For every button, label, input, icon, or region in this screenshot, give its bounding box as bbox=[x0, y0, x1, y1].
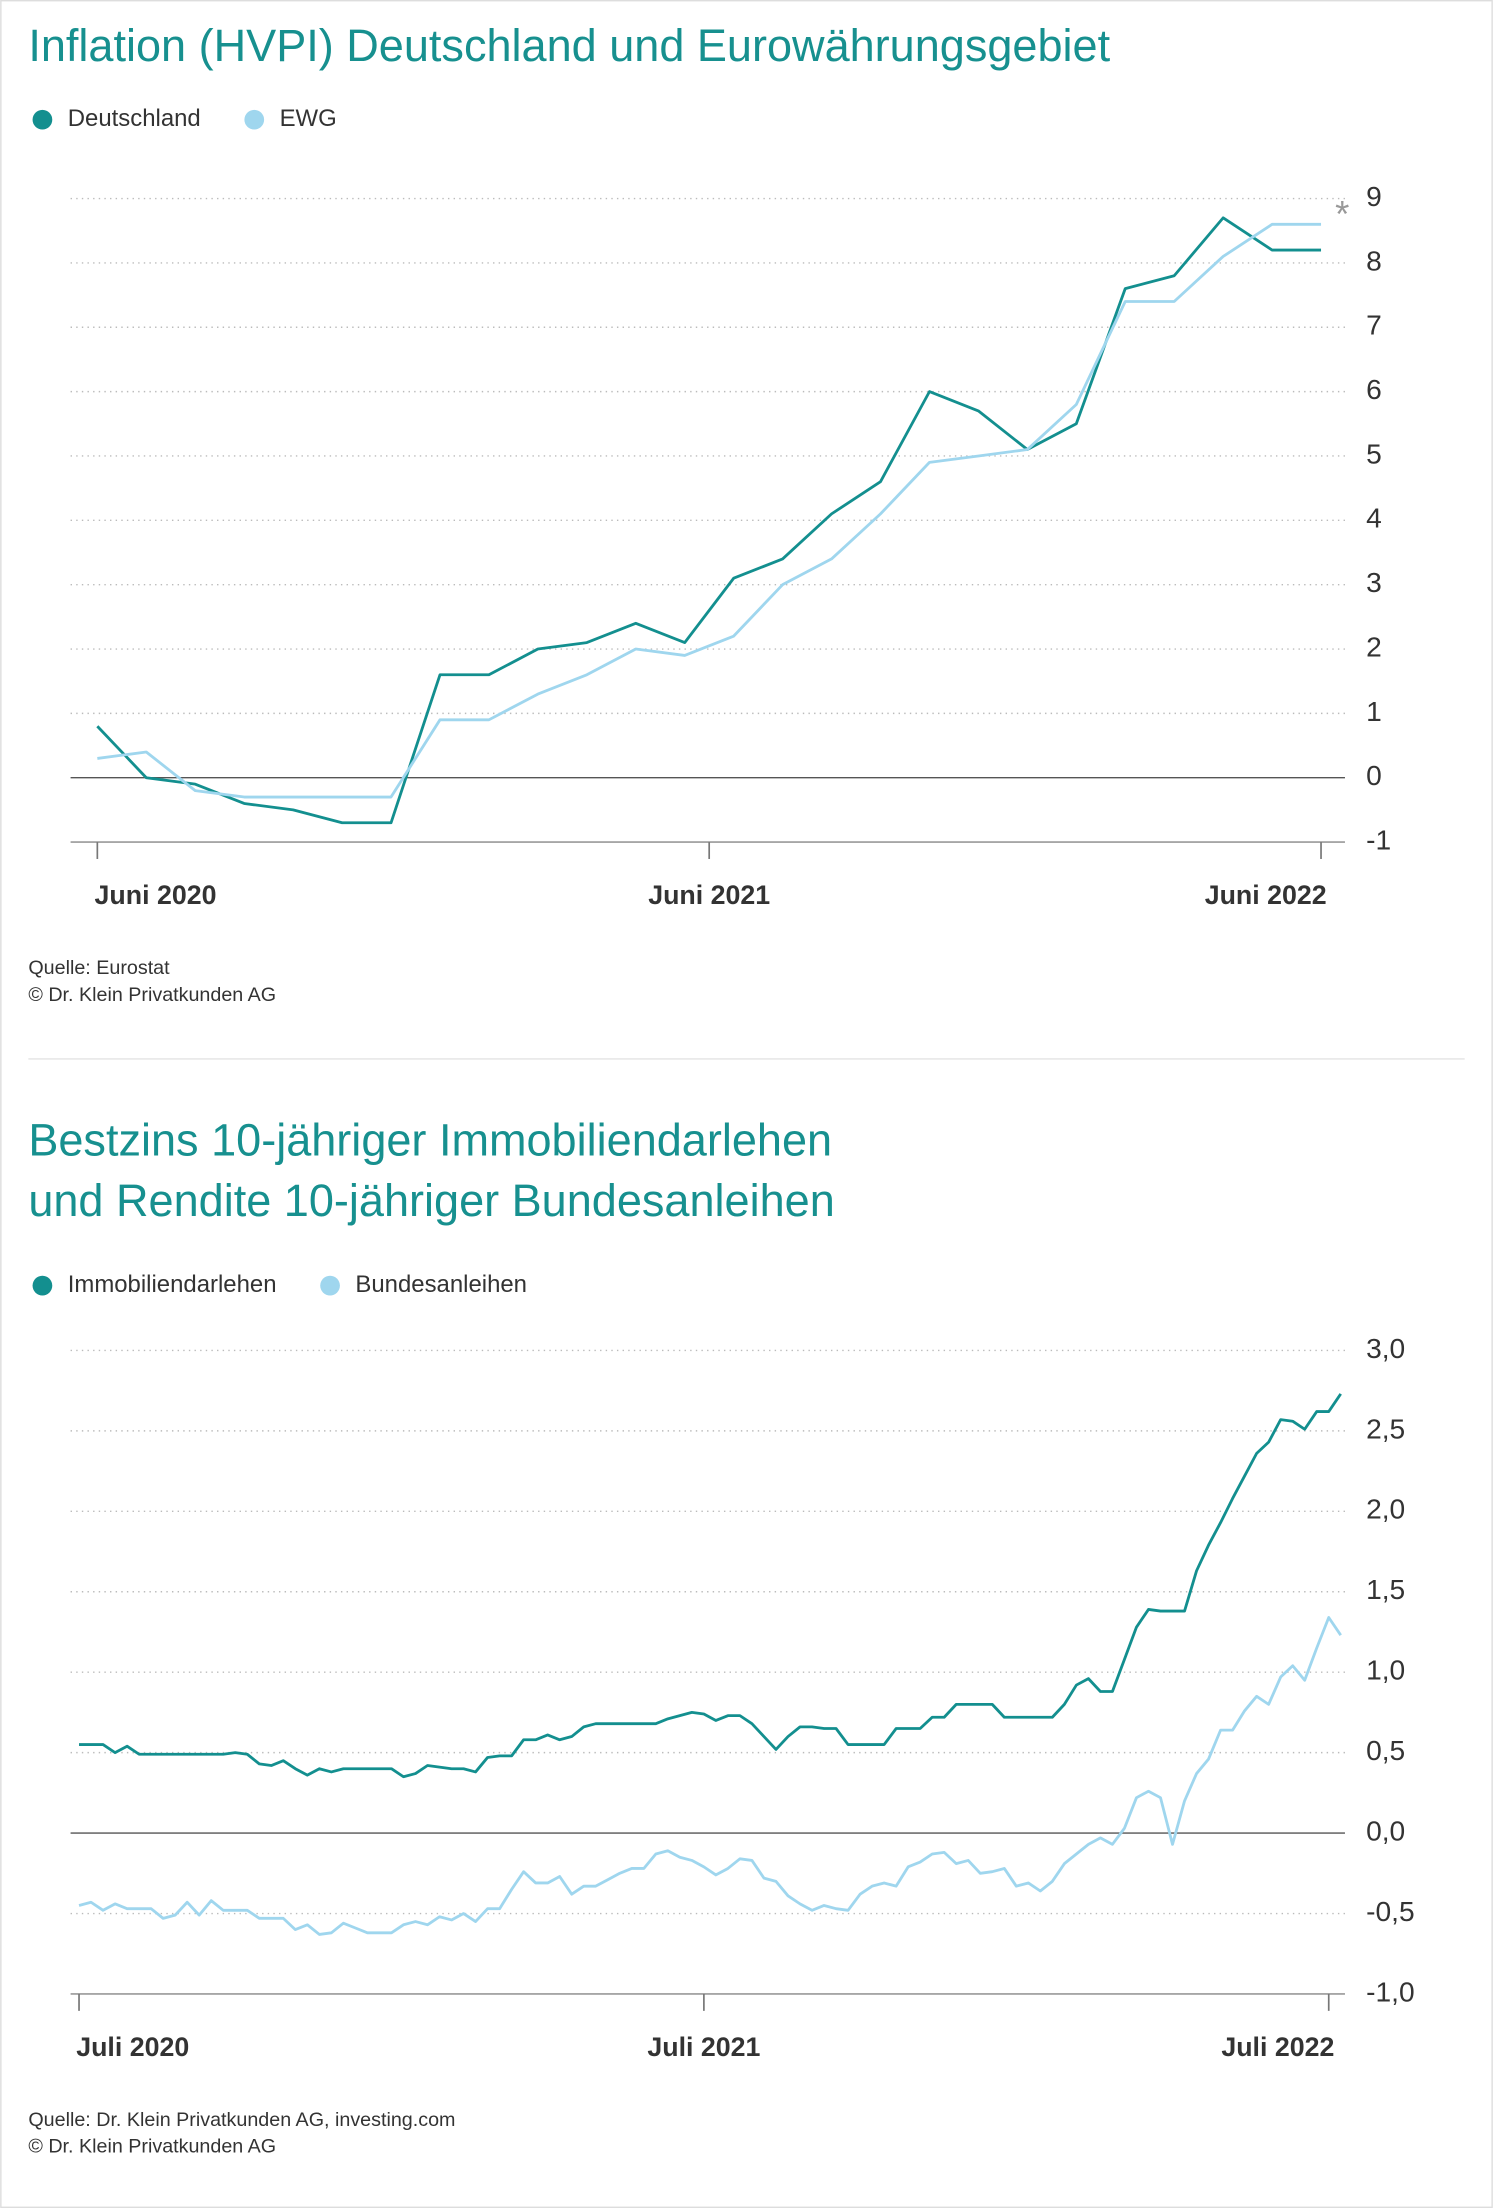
legend-marker bbox=[244, 109, 265, 130]
y-tick-label: 0 bbox=[1366, 760, 1382, 791]
y-tick-label: 0,5 bbox=[1366, 1735, 1405, 1766]
legend-marker bbox=[32, 1275, 53, 1296]
chart-title: und Rendite 10-jähriger Bundesanleihen bbox=[28, 1175, 834, 1226]
y-tick-label: -1,0 bbox=[1366, 1976, 1415, 2007]
y-tick-label: -1 bbox=[1366, 825, 1391, 856]
source: Quelle: Dr. Klein Privatkunden AG, inves… bbox=[28, 2109, 455, 2131]
x-tick-label: Juni 2020 bbox=[95, 880, 217, 910]
x-tick-label: Juli 2020 bbox=[76, 2032, 189, 2062]
y-tick-label: 3 bbox=[1366, 567, 1382, 598]
y-tick-label: 1 bbox=[1366, 696, 1382, 727]
chart-title: Bestzins 10-jähriger Immobiliendarlehen bbox=[28, 1114, 832, 1165]
y-tick-label: 5 bbox=[1366, 438, 1382, 469]
x-tick-label: Juni 2021 bbox=[648, 880, 770, 910]
y-tick-label: 8 bbox=[1366, 245, 1382, 276]
legend-label: Immobiliendarlehen bbox=[68, 1271, 277, 1298]
y-tick-label: 2,5 bbox=[1366, 1413, 1405, 1444]
annotation: * bbox=[1335, 194, 1349, 235]
series-line bbox=[79, 1393, 1342, 1779]
y-tick-label: 3,0 bbox=[1366, 1333, 1405, 1364]
source: © Dr. Klein Privatkunden AG bbox=[28, 984, 276, 1006]
legend-label: EWG bbox=[280, 105, 337, 132]
y-tick-label: 1,0 bbox=[1366, 1655, 1405, 1686]
source: Quelle: Eurostat bbox=[28, 957, 170, 979]
y-tick-label: 4 bbox=[1366, 503, 1382, 534]
y-tick-label: 6 bbox=[1366, 374, 1382, 405]
legend-marker bbox=[32, 109, 53, 130]
legend-label: Deutschland bbox=[68, 105, 201, 132]
y-tick-label: 0,0 bbox=[1366, 1816, 1405, 1847]
chart-title: Inflation (HVPI) Deutschland und Eurowäh… bbox=[28, 20, 1110, 71]
y-tick-label: 9 bbox=[1366, 181, 1382, 212]
series-line bbox=[78, 1616, 1342, 1936]
x-tick-label: Juli 2022 bbox=[1221, 2032, 1334, 2062]
x-tick-label: Juli 2021 bbox=[647, 2032, 760, 2062]
y-tick-label: 2,0 bbox=[1366, 1494, 1405, 1525]
series-line bbox=[97, 222, 1322, 799]
legend-marker bbox=[320, 1275, 340, 1296]
y-tick-label: -0,5 bbox=[1366, 1896, 1415, 1927]
series-line bbox=[96, 216, 1322, 825]
y-tick-label: 2 bbox=[1366, 631, 1382, 662]
y-tick-label: 7 bbox=[1366, 310, 1382, 341]
source: © Dr. Klein Privatkunden AG bbox=[28, 2136, 276, 2158]
x-tick-label: Juni 2022 bbox=[1205, 880, 1327, 910]
y-tick-label: 1,5 bbox=[1366, 1574, 1405, 1605]
legend-label: Bundesanleihen bbox=[355, 1271, 527, 1298]
